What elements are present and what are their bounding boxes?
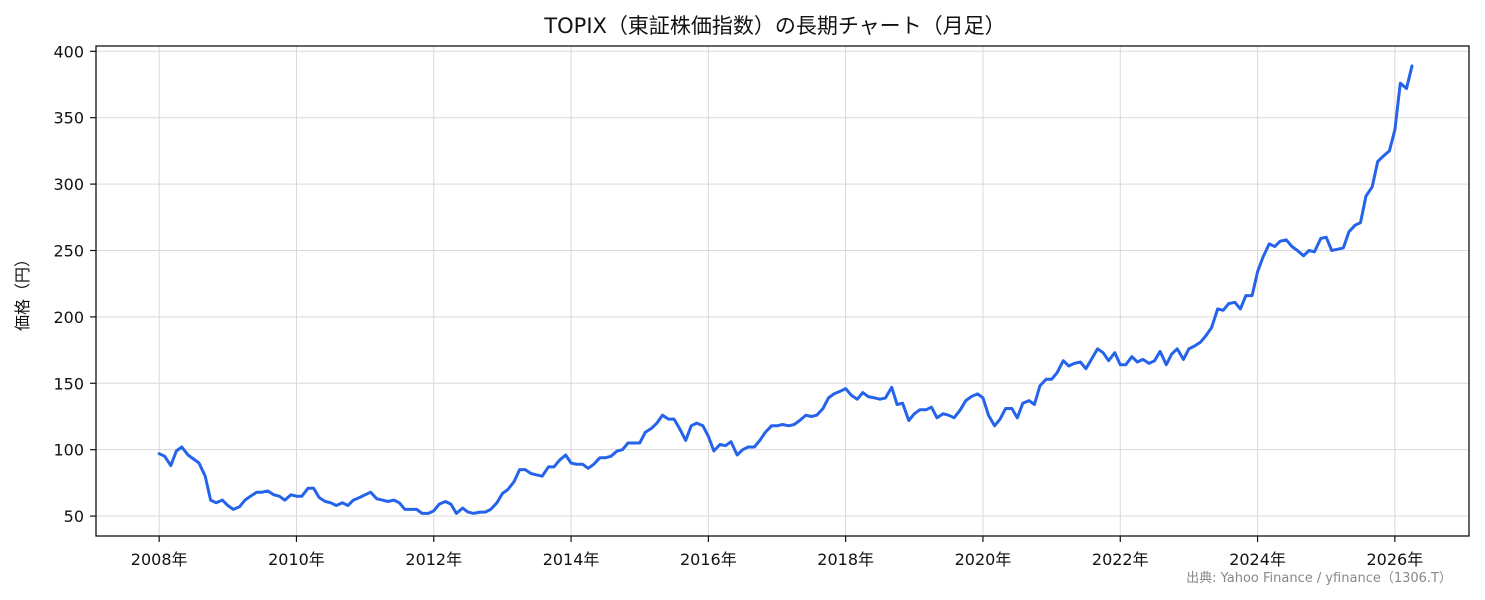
y-tick-label: 300 — [53, 175, 84, 194]
y-tick-label: 100 — [53, 441, 84, 460]
x-tick-label: 2012年 — [405, 550, 462, 569]
y-axis: 50 100 150 200 250 300 350 400 — [53, 42, 96, 526]
y-tick-label: 250 — [53, 241, 84, 260]
y-axis-label: 価格（円） — [13, 251, 32, 331]
plot-frame — [95, 45, 1470, 537]
topix-price-line — [157, 64, 1414, 515]
y-tick-label: 50 — [64, 507, 84, 526]
chart-title: TOPIX（東証株価指数）の長期チャート（月足） — [543, 14, 1005, 38]
grid-layer — [96, 46, 1469, 536]
x-tick-label: 2022年 — [1092, 550, 1149, 569]
x-axis: 2008年 2010年 2012年 2014年 2016年 2018年 2020年 2022年… — [131, 536, 1423, 569]
x-tick-label: 2010年 — [268, 550, 325, 569]
x-tick-label: 2018年 — [817, 550, 874, 569]
series-layer — [157, 64, 1414, 515]
y-tick-label: 200 — [53, 308, 84, 327]
source-note: 出典: Yahoo Finance / yfinance（1306.T） — [1186, 571, 1452, 586]
y-tick-label: 150 — [53, 374, 84, 393]
x-tick-label: 2020年 — [955, 550, 1012, 569]
y-tick-label: 400 — [53, 42, 84, 61]
x-tick-label: 2014年 — [543, 550, 600, 569]
x-tick-label: 2026年 — [1366, 550, 1423, 569]
x-tick-label: 2016年 — [680, 550, 737, 569]
x-tick-label: 2008年 — [131, 550, 188, 569]
y-tick-label: 350 — [53, 109, 84, 128]
x-tick-label: 2024年 — [1229, 550, 1286, 569]
